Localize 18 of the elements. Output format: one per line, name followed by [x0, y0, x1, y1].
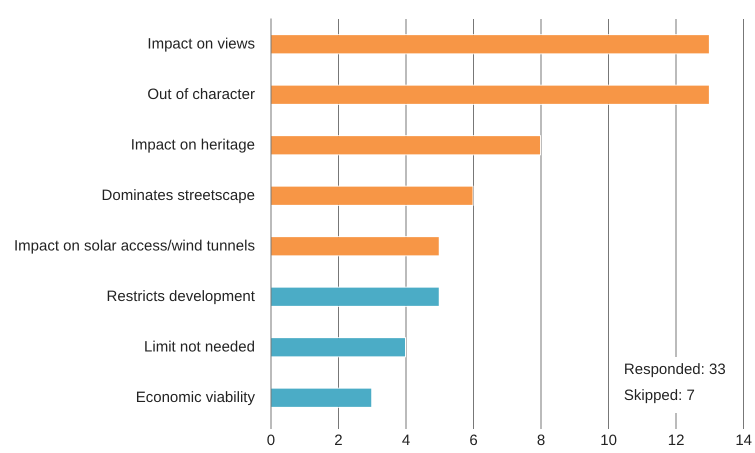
y-tick-label: Economic viability [136, 388, 256, 406]
x-tick-label: 0 [266, 432, 276, 450]
y-tick-label: Impact on solar access/wind tunnels [14, 237, 255, 254]
y-tick-label: Dominates streetscape [102, 186, 255, 204]
x-tick-label: 10 [600, 432, 617, 450]
annotation: Skipped: 7 [624, 387, 695, 404]
y-tick-label: Restricts development [106, 288, 256, 305]
y-tick-label: Impact on heritage [130, 136, 255, 154]
x-tick-label: 8 [536, 432, 546, 450]
x-tick-label: 12 [668, 432, 684, 450]
x-tick-label: 2 [334, 432, 343, 450]
x-tick-label: 4 [402, 432, 410, 450]
y-tick-label: Limit not needed [144, 338, 255, 356]
annotation: Responded: 33 [624, 361, 726, 378]
x-tick-label: 6 [469, 432, 478, 450]
y-tick-label: Impact on views [147, 35, 255, 52]
x-tick-label: 14 [735, 432, 752, 450]
y-tick-label: Out of character [147, 86, 255, 103]
